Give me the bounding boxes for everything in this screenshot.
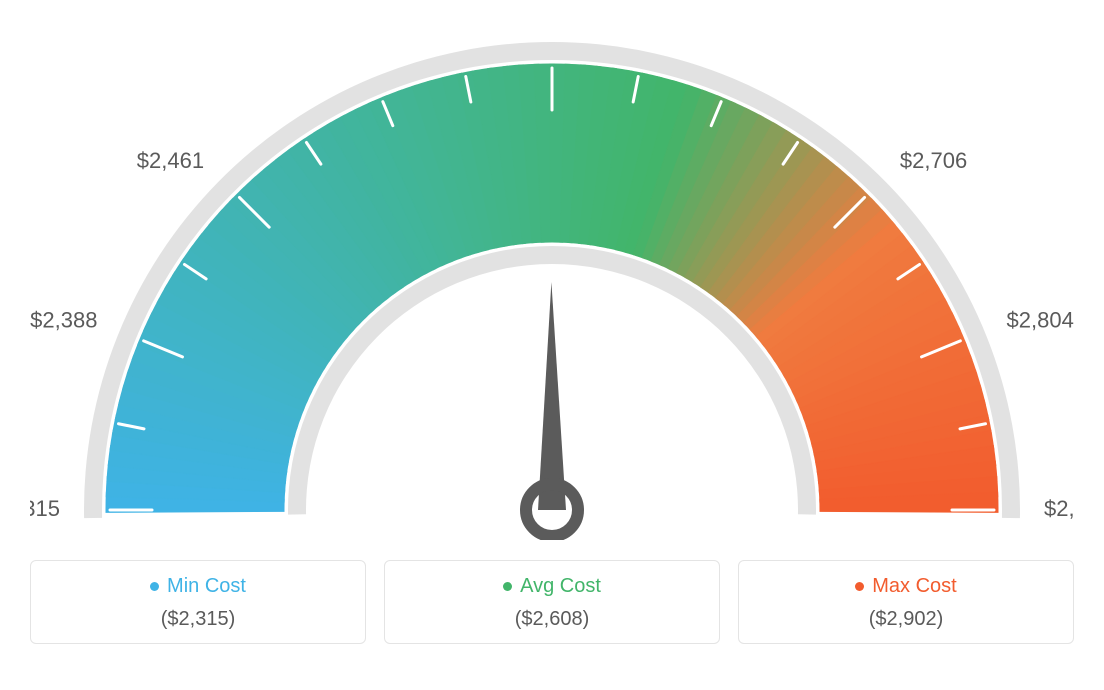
- legend-value-max: ($2,902): [739, 608, 1073, 631]
- legend-bullet-max: [855, 582, 864, 591]
- legend-label-max: Max Cost: [739, 575, 1073, 598]
- gauge-svg: $2,315$2,388$2,461$2,608$2,706$2,804$2,9…: [30, 30, 1074, 540]
- legend-row: Min Cost ($2,315) Avg Cost ($2,608) Max …: [30, 560, 1074, 644]
- legend-card-avg: Avg Cost ($2,608): [384, 560, 720, 644]
- gauge-tick-label: $2,804: [1007, 308, 1074, 333]
- gauge-tick-label: $2,315: [30, 496, 60, 521]
- gauge-needle: [538, 282, 566, 510]
- legend-value-avg: ($2,608): [385, 608, 719, 631]
- gauge-tick-label: $2,461: [137, 148, 204, 173]
- gauge-tick-label: $2,902: [1044, 496, 1074, 521]
- legend-card-max: Max Cost ($2,902): [738, 560, 1074, 644]
- legend-label-min-text: Min Cost: [167, 575, 246, 597]
- legend-card-min: Min Cost ($2,315): [30, 560, 366, 644]
- legend-label-avg: Avg Cost: [385, 575, 719, 598]
- gauge-tick-label: $2,706: [900, 148, 967, 173]
- gauge-tick-label: $2,388: [30, 308, 97, 333]
- gauge-area: $2,315$2,388$2,461$2,608$2,706$2,804$2,9…: [30, 30, 1074, 540]
- legend-label-avg-text: Avg Cost: [520, 575, 601, 597]
- legend-label-max-text: Max Cost: [872, 575, 956, 597]
- legend-bullet-min: [150, 582, 159, 591]
- legend-label-min: Min Cost: [31, 575, 365, 598]
- legend-value-min: ($2,315): [31, 608, 365, 631]
- gauge-chart-container: $2,315$2,388$2,461$2,608$2,706$2,804$2,9…: [30, 30, 1074, 644]
- legend-bullet-avg: [503, 582, 512, 591]
